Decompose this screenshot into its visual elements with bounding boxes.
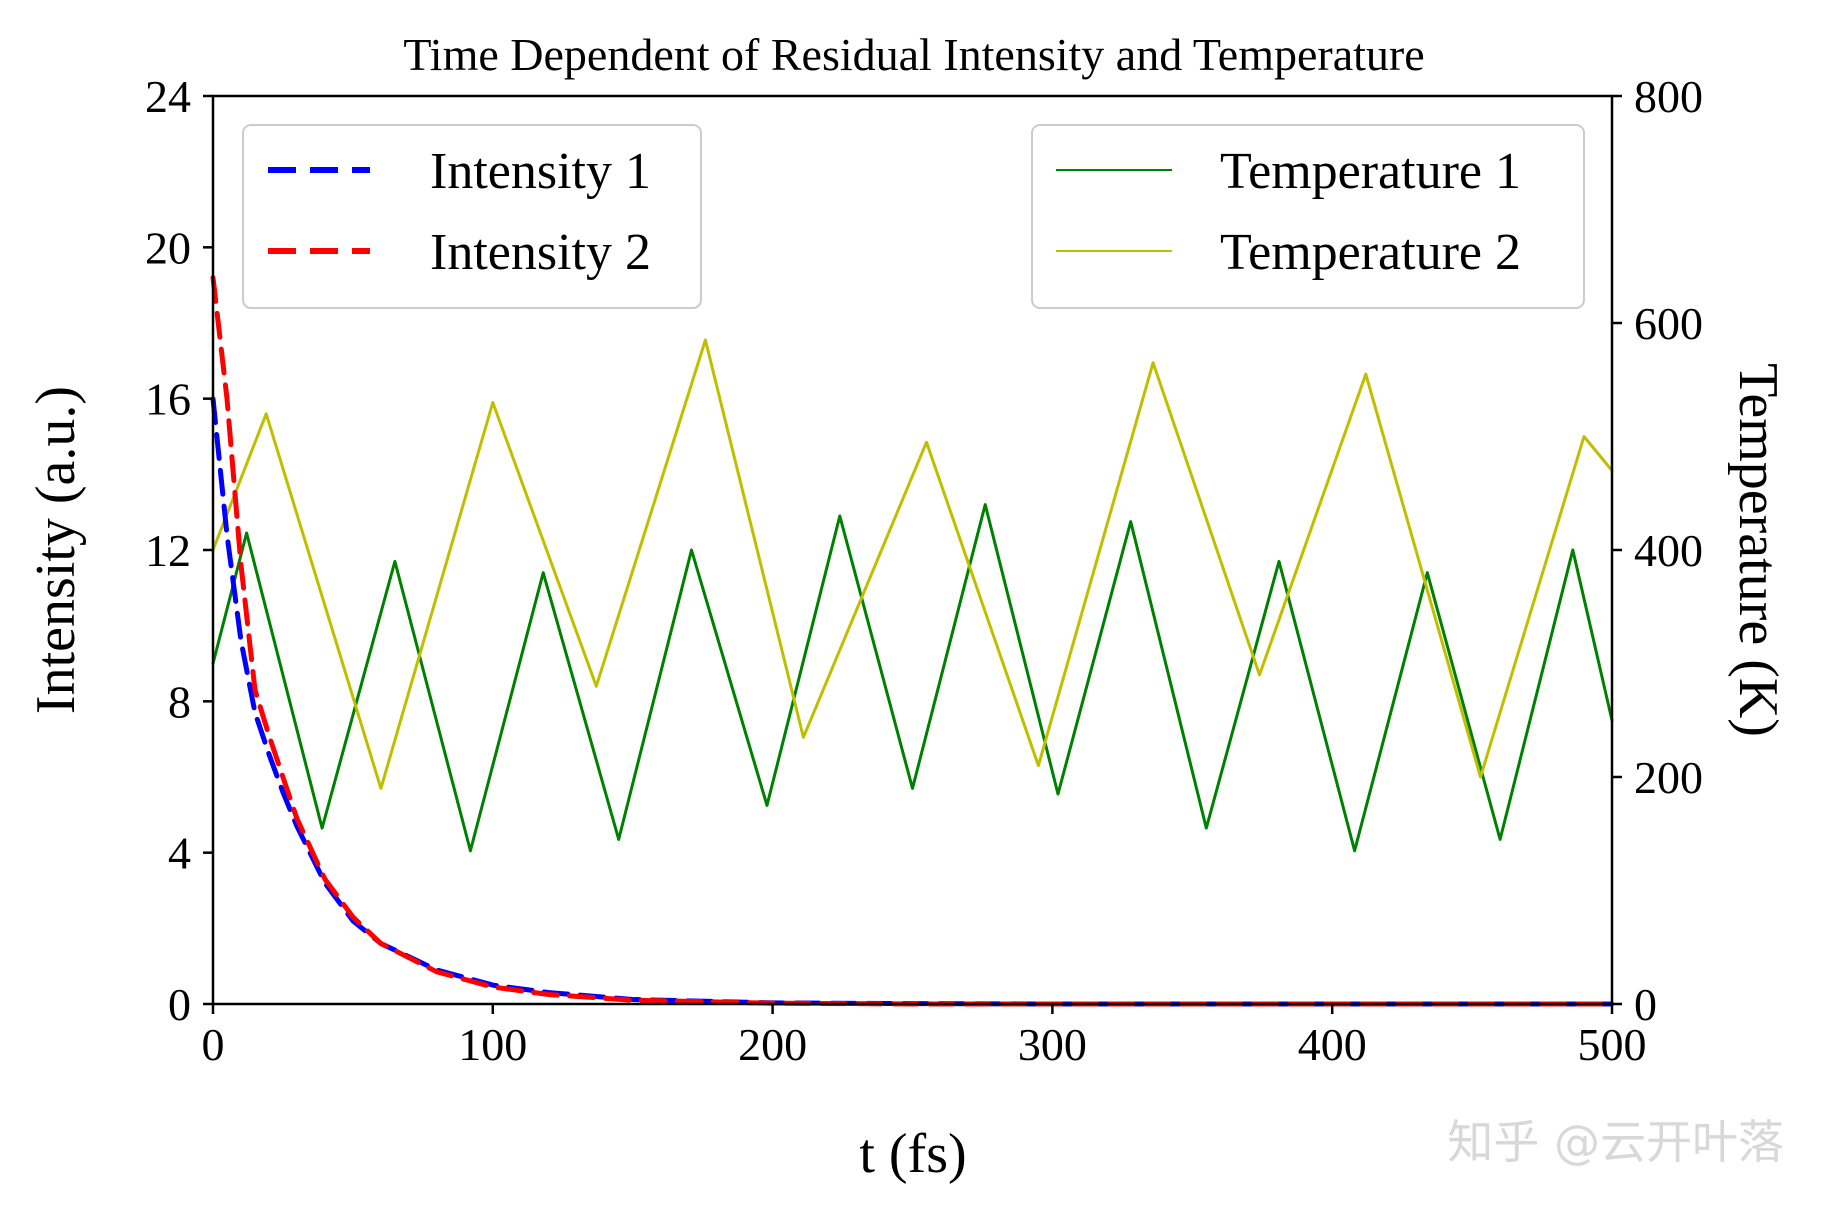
x-tick-label: 500 bbox=[1578, 1019, 1647, 1070]
y-left-tick-label: 0 bbox=[168, 979, 191, 1030]
legend-intensity: Intensity 1 Intensity 2 bbox=[242, 124, 702, 309]
x-tick-label: 300 bbox=[1018, 1019, 1087, 1070]
legend-temperature: Temperature 1 Temperature 2 bbox=[1031, 124, 1585, 309]
y-right-tick-label: 800 bbox=[1634, 71, 1703, 122]
x-tick-label: 200 bbox=[738, 1019, 807, 1070]
y-right-tick-label: 400 bbox=[1634, 525, 1703, 576]
y-axis-label-right: Temperature (K) bbox=[1727, 363, 1789, 737]
x-axis-label: t (fs) bbox=[859, 1123, 966, 1185]
x-tick-label: 100 bbox=[458, 1019, 527, 1070]
legend-label-intensity-1: Intensity 1 bbox=[430, 143, 651, 200]
watermark: 知乎 @云开叶落 bbox=[1447, 1115, 1784, 1169]
y-axis-label-left: Intensity (a.u.) bbox=[25, 386, 87, 714]
legend-label-intensity-2: Intensity 2 bbox=[430, 224, 651, 281]
legend-label-temperature-1: Temperature 1 bbox=[1220, 143, 1521, 200]
y-left-tick-label: 24 bbox=[145, 71, 191, 122]
y-left-tick-label: 20 bbox=[145, 222, 191, 273]
y-left-tick-label: 12 bbox=[145, 525, 191, 576]
y-right-tick-label: 0 bbox=[1634, 979, 1657, 1030]
x-tick-label: 400 bbox=[1298, 1019, 1367, 1070]
y-left-tick-label: 8 bbox=[168, 676, 191, 727]
x-tick-label: 0 bbox=[202, 1019, 225, 1070]
y-left-tick-label: 4 bbox=[168, 828, 191, 879]
legend-label-temperature-2: Temperature 2 bbox=[1220, 224, 1521, 281]
y-right-tick-label: 200 bbox=[1634, 752, 1703, 803]
y-left-tick-label: 16 bbox=[145, 374, 191, 425]
y-right-tick-label: 600 bbox=[1634, 298, 1703, 349]
series-line-temperature-2 bbox=[211, 338, 1614, 790]
chart-title: Time Dependent of Residual Intensity and… bbox=[403, 29, 1424, 80]
